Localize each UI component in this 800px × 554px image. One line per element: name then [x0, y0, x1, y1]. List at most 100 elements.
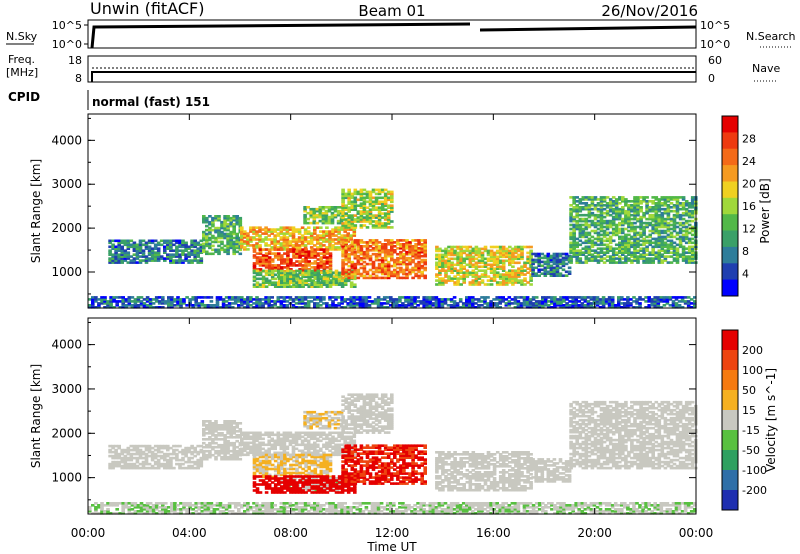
power-cells-cell	[238, 222, 243, 226]
power-cells-cell	[255, 262, 260, 265]
power-cells-cell	[423, 268, 427, 272]
power-cells-cell	[465, 271, 470, 274]
power-cells-cell	[371, 204, 376, 207]
vel-cells-cell	[166, 460, 170, 464]
power-cells-cell	[480, 255, 485, 259]
power-cells-cell	[163, 241, 167, 245]
power-cells-cell	[153, 239, 158, 243]
power-cells-cell	[273, 254, 278, 257]
power-cells-cell	[459, 253, 463, 257]
power-cells-cell	[377, 268, 382, 272]
power-cells-cell	[590, 196, 595, 199]
power-cells-cell	[368, 218, 373, 221]
power-cells-cell	[684, 255, 689, 258]
power-cells-cell	[328, 230, 332, 233]
vel-cells-cell	[163, 462, 167, 466]
power-cells-cell	[544, 302, 548, 305]
power-cells-cell	[434, 298, 439, 301]
power-cells-cell	[368, 268, 373, 272]
power-cells-cell	[313, 230, 317, 233]
power-cells-cell	[322, 264, 327, 267]
power-cells-cell	[657, 229, 662, 233]
power-cells-cell	[401, 296, 405, 299]
power-cells-cell	[645, 211, 649, 215]
power-cells-cell	[611, 207, 616, 211]
power-cells-cell	[636, 213, 640, 217]
power-cells-cell	[666, 251, 671, 254]
power-cells-cell	[575, 221, 579, 225]
power-cells-cell	[303, 298, 308, 301]
power-cells-cell	[611, 219, 616, 223]
power-cells-cell	[648, 253, 652, 256]
power-cells-cell	[273, 234, 277, 237]
power-cells-cell	[639, 255, 643, 258]
power-cells-cell	[337, 296, 341, 299]
power-cells-cell	[584, 231, 589, 235]
power-cells-cell	[353, 239, 358, 242]
power-cells-cell	[438, 281, 442, 284]
vel-cells-cell	[199, 458, 204, 462]
power-cells-cell	[663, 243, 668, 247]
power-cells-cell	[220, 246, 224, 250]
power-cells-cell	[150, 239, 155, 243]
power-cells-cell	[471, 281, 476, 284]
power-cells-cell	[349, 306, 353, 309]
power-cells-cell	[608, 241, 613, 245]
power-cells-cell	[141, 251, 146, 254]
power-cells-cell	[520, 255, 524, 259]
power-cells-cell	[258, 234, 262, 237]
power-cells-cell	[523, 245, 527, 249]
power-cells-cell	[516, 300, 521, 303]
power-cells-cell	[136, 306, 141, 309]
power-cells-cell	[444, 247, 448, 251]
power-cells-cell	[392, 302, 396, 305]
power-cells-cell	[261, 238, 265, 241]
power-cells-cell	[390, 254, 394, 258]
power-cells-cell	[450, 247, 454, 251]
power-cells-cell	[226, 250, 230, 254]
power-cells-cell	[310, 254, 314, 257]
power-cells-cell	[304, 279, 308, 283]
power-cells-cell	[648, 200, 652, 203]
power-cells-cell	[520, 257, 524, 261]
power-cells-cell	[390, 264, 394, 268]
power-cells-cell	[267, 256, 272, 259]
power-cells-cell	[441, 281, 445, 284]
power-cells-cell	[630, 225, 634, 229]
power-cells-cell	[280, 248, 284, 251]
power-cells-cell	[522, 300, 527, 303]
power-cells-cell	[453, 253, 457, 257]
power-cells-cell	[307, 250, 311, 253]
power-cells-cell	[477, 306, 481, 309]
power-cells-cell	[568, 306, 572, 309]
power-cells-cell	[444, 281, 448, 284]
vel-cells-cell	[153, 448, 158, 452]
power-cells-cell	[169, 249, 173, 252]
vel-cells-cell	[193, 454, 197, 458]
power-cells-cell	[644, 306, 648, 309]
power-cells-cell	[648, 209, 652, 213]
vel-cells-cell	[126, 466, 131, 470]
power-cells-cell	[666, 215, 671, 219]
power-cells-cell	[334, 246, 338, 249]
power-cells-cell	[608, 259, 613, 262]
power-cells-cell	[240, 228, 244, 231]
power-cells-cell	[301, 254, 305, 257]
power-cells-cell	[310, 271, 314, 275]
power-cells-cell	[398, 304, 402, 307]
vel-cells-cell	[159, 462, 164, 466]
vel-cells-cell	[150, 458, 155, 462]
power-cells-cell	[346, 238, 350, 241]
power-cells-cell	[471, 273, 476, 276]
power-cells-cell	[405, 243, 409, 246]
power-cells-cell	[614, 213, 619, 217]
power-cells-cell	[633, 211, 637, 215]
power-cells-cell	[252, 269, 257, 273]
power-cells-cell	[226, 215, 230, 218]
vel-cells-cell	[202, 441, 206, 445]
power-cells-cell	[690, 200, 695, 203]
power-cells-cell	[596, 219, 601, 223]
power-cells-cell	[605, 223, 610, 227]
power-cells-cell	[211, 228, 215, 232]
power-cells-cell	[318, 209, 323, 213]
